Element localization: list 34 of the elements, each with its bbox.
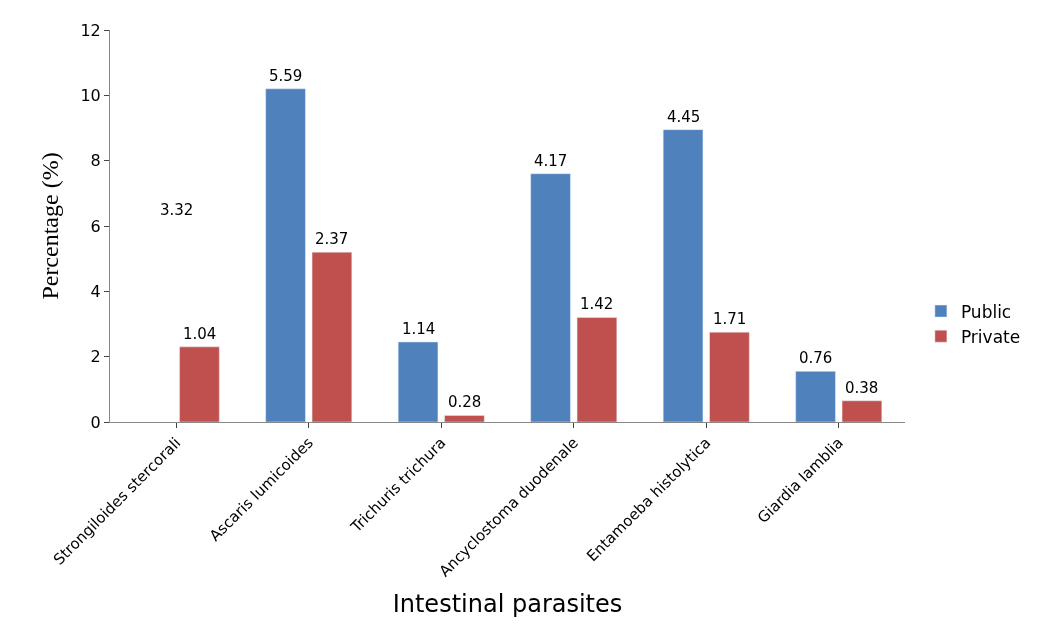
annotation: 0.38 — [845, 379, 879, 397]
annotation: 1.04 — [183, 325, 217, 343]
bar — [709, 331, 750, 422]
y-tick-label: 6 — [90, 216, 101, 236]
bar — [530, 173, 571, 422]
bar — [179, 346, 220, 422]
bar — [795, 371, 836, 422]
annotation: 5.59 — [269, 67, 303, 85]
y-tick-label: 8 — [90, 151, 101, 171]
annotation: 1.42 — [580, 295, 614, 313]
bar — [662, 129, 704, 422]
bar — [265, 88, 306, 422]
y-axis-title: Percentage (%) — [36, 152, 63, 300]
bar — [841, 400, 883, 422]
legend-label: Public — [960, 301, 1012, 322]
annotation: 4.45 — [667, 108, 701, 126]
bar — [576, 317, 618, 422]
y-tick-label: 0 — [90, 412, 101, 432]
x-axis-title: Intestinal parasites — [392, 589, 623, 618]
annotation: 1.71 — [713, 310, 747, 328]
y-tick-label: 12 — [80, 20, 101, 40]
y-tick-label: 4 — [90, 281, 101, 301]
y-tick-label: 10 — [80, 85, 101, 105]
annotation: 3.32 — [160, 201, 194, 219]
legend-label: Private — [960, 326, 1021, 347]
bar — [397, 341, 439, 422]
y-tick-label: 2 — [90, 347, 101, 367]
annotation: 2.37 — [315, 230, 349, 248]
annotation: 1.14 — [402, 320, 436, 338]
annotation: 0.76 — [799, 349, 833, 367]
bar — [444, 415, 485, 422]
annotation: 4.17 — [534, 152, 568, 170]
bar — [311, 251, 353, 422]
annotation: 0.28 — [448, 393, 482, 411]
